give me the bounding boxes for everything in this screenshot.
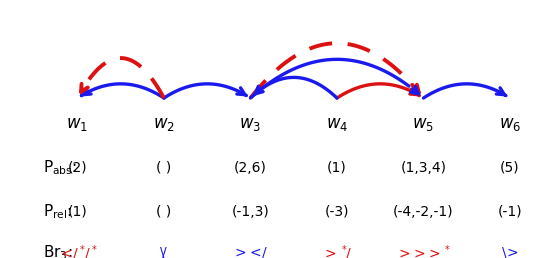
Text: $w_1$: $w_1$ [66,116,89,133]
Text: (5): (5) [500,161,520,175]
Text: $\mathrm{P}_{\mathrm{rel}}$:: $\mathrm{P}_{\mathrm{rel}}$: [43,202,72,221]
Text: (-1,3): (-1,3) [232,205,269,219]
Text: $\mathrm{Br}_3$:: $\mathrm{Br}_3$: [43,244,72,258]
Text: (-1): (-1) [498,205,522,219]
Text: $>^*\!/$: $>^*\!/$ [321,243,352,258]
Text: $w_2$: $w_2$ [153,116,175,133]
Text: ( ): ( ) [156,161,171,175]
Text: $w_3$: $w_3$ [239,116,262,133]
Text: (2): (2) [68,161,87,175]
Text: (-3): (-3) [325,205,349,219]
Text: (2,6): (2,6) [234,161,267,175]
Text: $w_4$: $w_4$ [326,116,348,133]
Text: ( ): ( ) [156,205,171,219]
Text: $\mathrm{P}_{\mathrm{abs}}$:: $\mathrm{P}_{\mathrm{abs}}$: [43,158,77,177]
Text: (-4,-2,-1): (-4,-2,-1) [393,205,454,219]
Text: $>\!<\!/$: $>\!<\!/$ [232,245,269,258]
Text: $<\!/^*\!/^*$: $<\!/^*\!/^*$ [58,243,97,258]
Text: (1): (1) [327,161,347,175]
Text: $w_6$: $w_6$ [499,116,521,133]
Text: $>\!>\!>^*$: $>\!>\!>^*$ [396,244,451,258]
Text: (1,3,4): (1,3,4) [400,161,446,175]
Text: (1): (1) [68,205,87,219]
Text: $w_5$: $w_5$ [412,116,435,133]
Text: $\backslash\!/$: $\backslash\!/$ [159,245,169,258]
Text: $\backslash\!>$: $\backslash\!>$ [501,245,519,258]
